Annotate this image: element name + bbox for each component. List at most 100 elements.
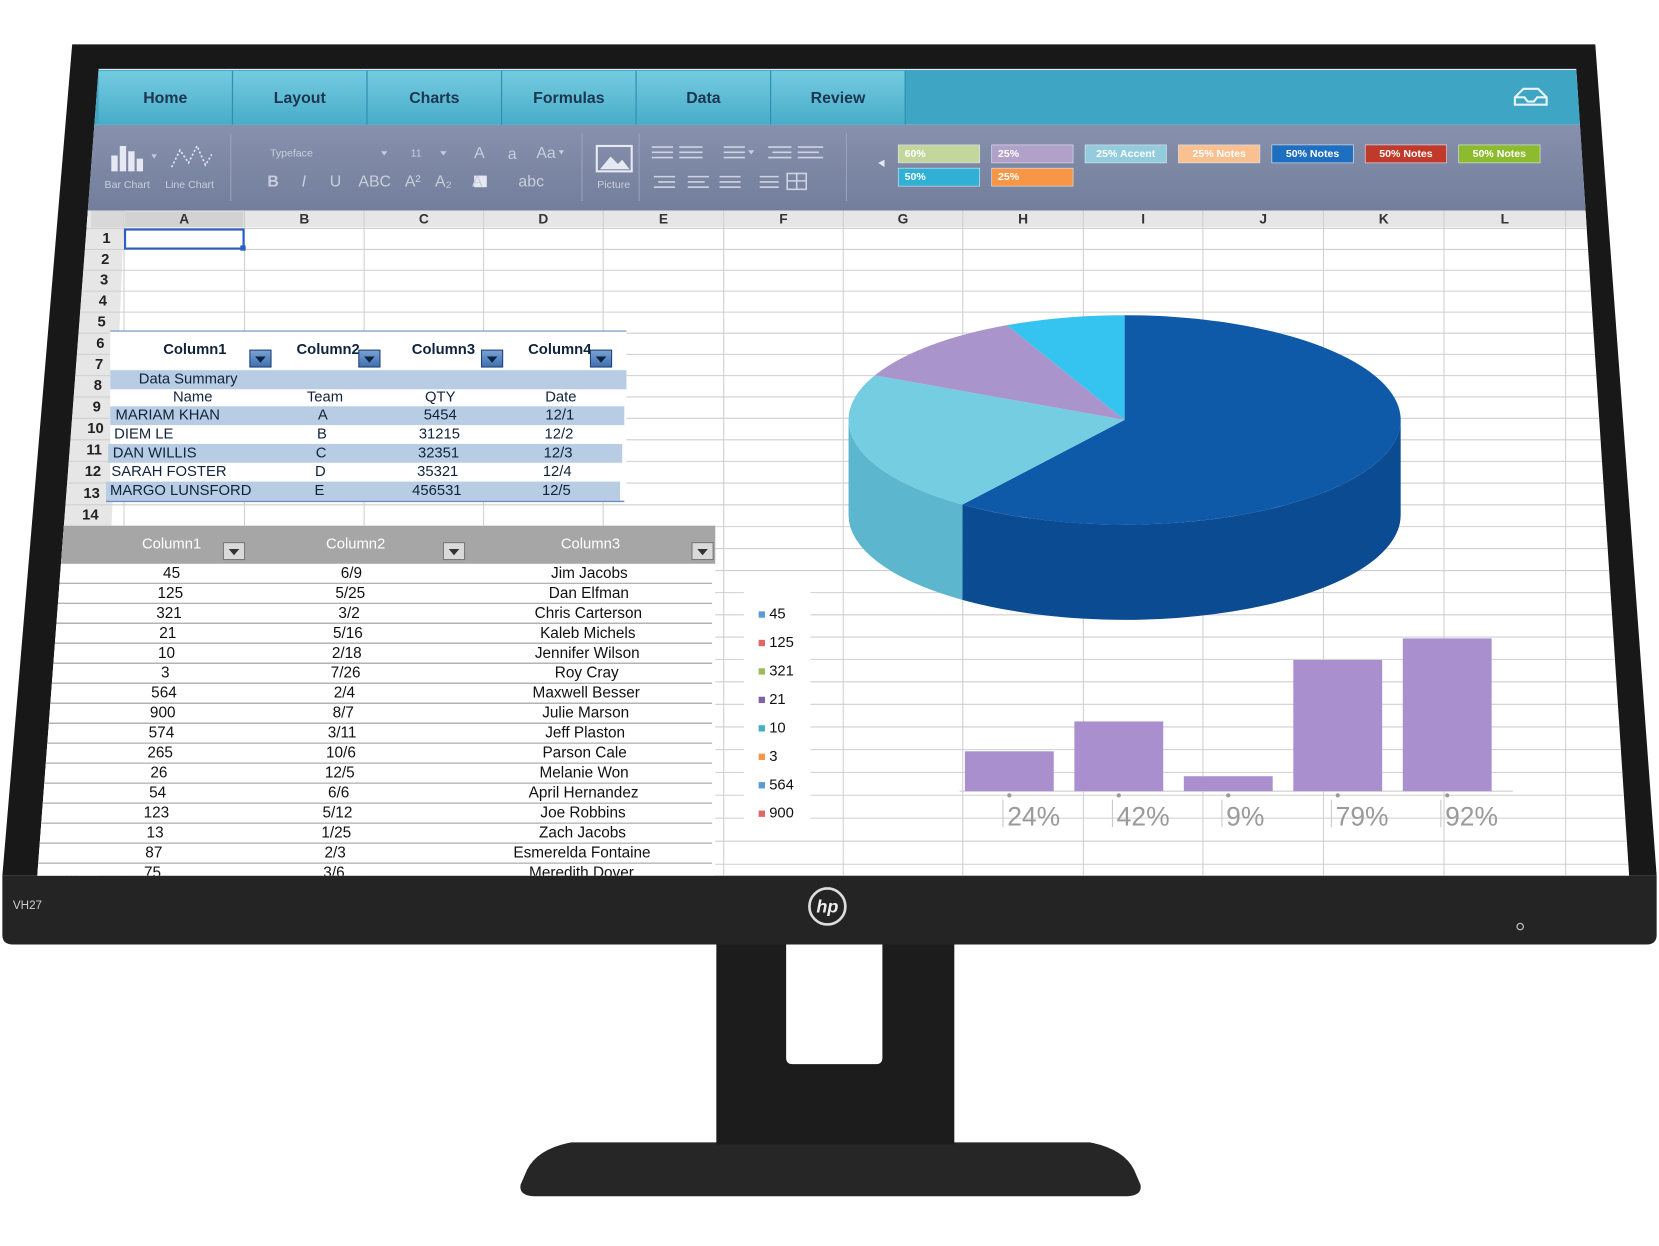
caps-button[interactable]: ABC xyxy=(358,173,391,190)
tab[interactable] xyxy=(233,70,367,125)
tab-label[interactable]: Review xyxy=(811,90,866,107)
table-cell: 5/25 xyxy=(335,585,365,602)
bar-chart-icon[interactable] xyxy=(111,145,144,172)
model-label: VH27 xyxy=(13,899,42,912)
selected-cell[interactable] xyxy=(123,228,245,250)
underline-button[interactable]: U xyxy=(330,173,341,190)
row-header[interactable]: 13 xyxy=(83,486,99,502)
style-swatch[interactable] xyxy=(897,144,981,164)
row-header[interactable]: 10 xyxy=(87,421,103,437)
tab[interactable] xyxy=(98,70,232,125)
tab-label[interactable]: Data xyxy=(686,90,721,107)
paragraph-icons[interactable] xyxy=(651,146,824,191)
row-header[interactable]: 6 xyxy=(96,336,104,352)
style-swatch[interactable] xyxy=(1084,144,1167,164)
column-a-header xyxy=(125,211,244,228)
column-header[interactable]: I xyxy=(1141,211,1145,226)
font-name[interactable]: Typeface xyxy=(270,147,313,159)
row-header[interactable]: 5 xyxy=(98,315,106,331)
case-button[interactable]: Aa xyxy=(536,145,556,162)
legend-swatch xyxy=(758,639,765,647)
column-header[interactable]: C xyxy=(419,211,429,226)
table-cell: Maxwell Besser xyxy=(533,685,640,702)
table-cell: 35321 xyxy=(417,464,458,480)
row-header[interactable]: 9 xyxy=(93,400,101,416)
row-header[interactable]: 7 xyxy=(95,357,103,373)
column-header[interactable]: B xyxy=(299,211,309,226)
pie-slice xyxy=(848,375,1125,505)
picture-icon[interactable] xyxy=(595,144,633,173)
shrink-font-button[interactable]: a xyxy=(508,146,517,163)
bold-button[interactable]: B xyxy=(267,173,278,190)
column-header[interactable]: H xyxy=(1018,211,1028,226)
pie-slice xyxy=(874,325,1125,420)
style-swatch[interactable] xyxy=(1271,144,1354,164)
column-header[interactable]: L xyxy=(1501,211,1509,226)
style-swatch[interactable] xyxy=(897,167,981,187)
style-swatch[interactable] xyxy=(991,144,1074,164)
row-header[interactable]: 1 xyxy=(102,231,110,247)
row-header[interactable]: 14 xyxy=(82,508,99,524)
column-header[interactable]: G xyxy=(898,211,909,226)
table-cell: 900 xyxy=(150,705,176,722)
bar-value-label: 92% xyxy=(1445,802,1498,832)
style-swatch[interactable] xyxy=(1458,144,1541,164)
style-swatch[interactable] xyxy=(1178,144,1261,164)
font-size[interactable]: 11 xyxy=(411,147,422,159)
legend-label: 900 xyxy=(769,806,794,822)
table-cell: 12/5 xyxy=(325,765,355,782)
bar-tick-dot xyxy=(1335,793,1340,798)
table-cell: 10/6 xyxy=(326,745,356,762)
ribbon-dividers xyxy=(230,133,847,201)
table-cell: 6/9 xyxy=(341,565,362,582)
tab[interactable] xyxy=(502,70,636,125)
filter-arrow xyxy=(595,356,607,363)
grow-font-button[interactable]: A xyxy=(474,145,485,162)
power-button[interactable] xyxy=(1516,922,1525,931)
table-cell: 123 xyxy=(144,805,170,822)
lowercase-button[interactable]: abc xyxy=(518,173,544,190)
table-cell: 10 xyxy=(158,645,175,662)
row-header[interactable]: 3 xyxy=(100,273,108,289)
style-label: 25% Accent xyxy=(1096,148,1155,160)
row-header[interactable]: 4 xyxy=(99,294,108,310)
table-cell: Meredith Dover xyxy=(529,865,634,882)
table-bg xyxy=(37,525,716,876)
table-cell: Kaleb Michels xyxy=(540,625,636,642)
table-cell: Jeff Plaston xyxy=(545,725,625,742)
tab-label[interactable]: Formulas xyxy=(533,90,605,107)
subscript-button[interactable]: A₂ xyxy=(435,173,452,190)
row-header[interactable]: 2 xyxy=(101,252,109,268)
table-cell: 5/16 xyxy=(333,625,363,642)
table-cell: DIEM LE xyxy=(114,427,173,443)
style-swatch[interactable] xyxy=(991,167,1074,187)
dropdown-arrows[interactable] xyxy=(151,150,755,159)
column-header[interactable]: A xyxy=(179,211,189,226)
tab[interactable] xyxy=(367,70,501,125)
column-header[interactable]: J xyxy=(1259,211,1267,226)
tab-label[interactable]: Layout xyxy=(274,90,327,107)
highlight-button[interactable]: A xyxy=(472,173,483,190)
row-header[interactable]: 11 xyxy=(86,443,102,459)
line-chart-icon[interactable] xyxy=(170,144,213,168)
table-cell: 1/25 xyxy=(321,825,351,842)
tab[interactable] xyxy=(771,70,905,125)
ribbon-toggle-icon[interactable] xyxy=(1513,87,1548,106)
style-swatch[interactable] xyxy=(1364,144,1447,164)
style-label: 25% xyxy=(998,171,1020,183)
row-header[interactable]: 8 xyxy=(94,378,102,394)
logo: hp xyxy=(816,896,838,916)
italic-button[interactable]: I xyxy=(302,173,307,190)
column-header[interactable]: D xyxy=(538,211,548,226)
column-header[interactable]: K xyxy=(1379,211,1389,226)
column-header[interactable]: F xyxy=(779,211,787,226)
tab[interactable] xyxy=(636,70,771,125)
table-header: Column2 xyxy=(296,342,359,358)
superscript-button[interactable]: A² xyxy=(405,173,421,190)
table-cell: 3/11 xyxy=(328,725,357,742)
tab-label[interactable]: Charts xyxy=(409,90,459,107)
styles-scroll-arrow[interactable] xyxy=(878,159,885,168)
column-header[interactable]: E xyxy=(659,211,668,226)
row-header[interactable]: 12 xyxy=(85,464,101,480)
tab-label[interactable]: Home xyxy=(143,90,187,107)
